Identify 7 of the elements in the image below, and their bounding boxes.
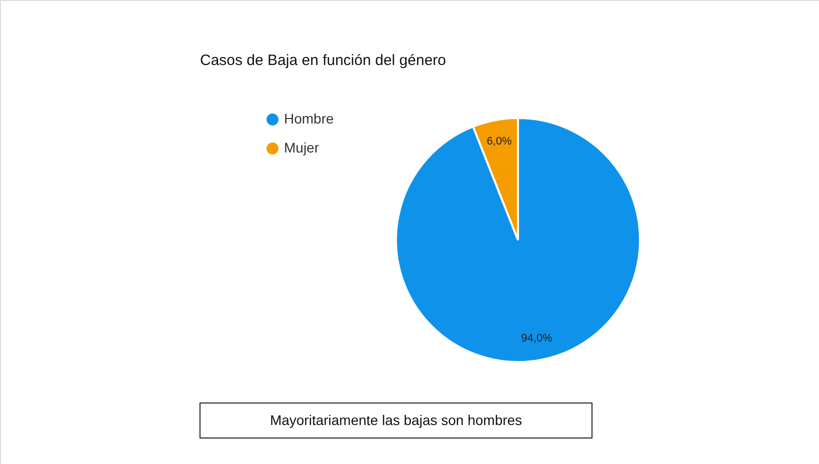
data-label: 6,0% [486,136,512,148]
data-label: 94,0% [521,332,553,344]
pie-slice [395,117,641,363]
legend-label: Hombre [284,110,334,126]
chart-title: Casos de Baja en función del género [200,52,446,69]
legend-label: Mujer [284,140,320,156]
text: Mayoritariamente las bajas son hombres [270,412,522,428]
